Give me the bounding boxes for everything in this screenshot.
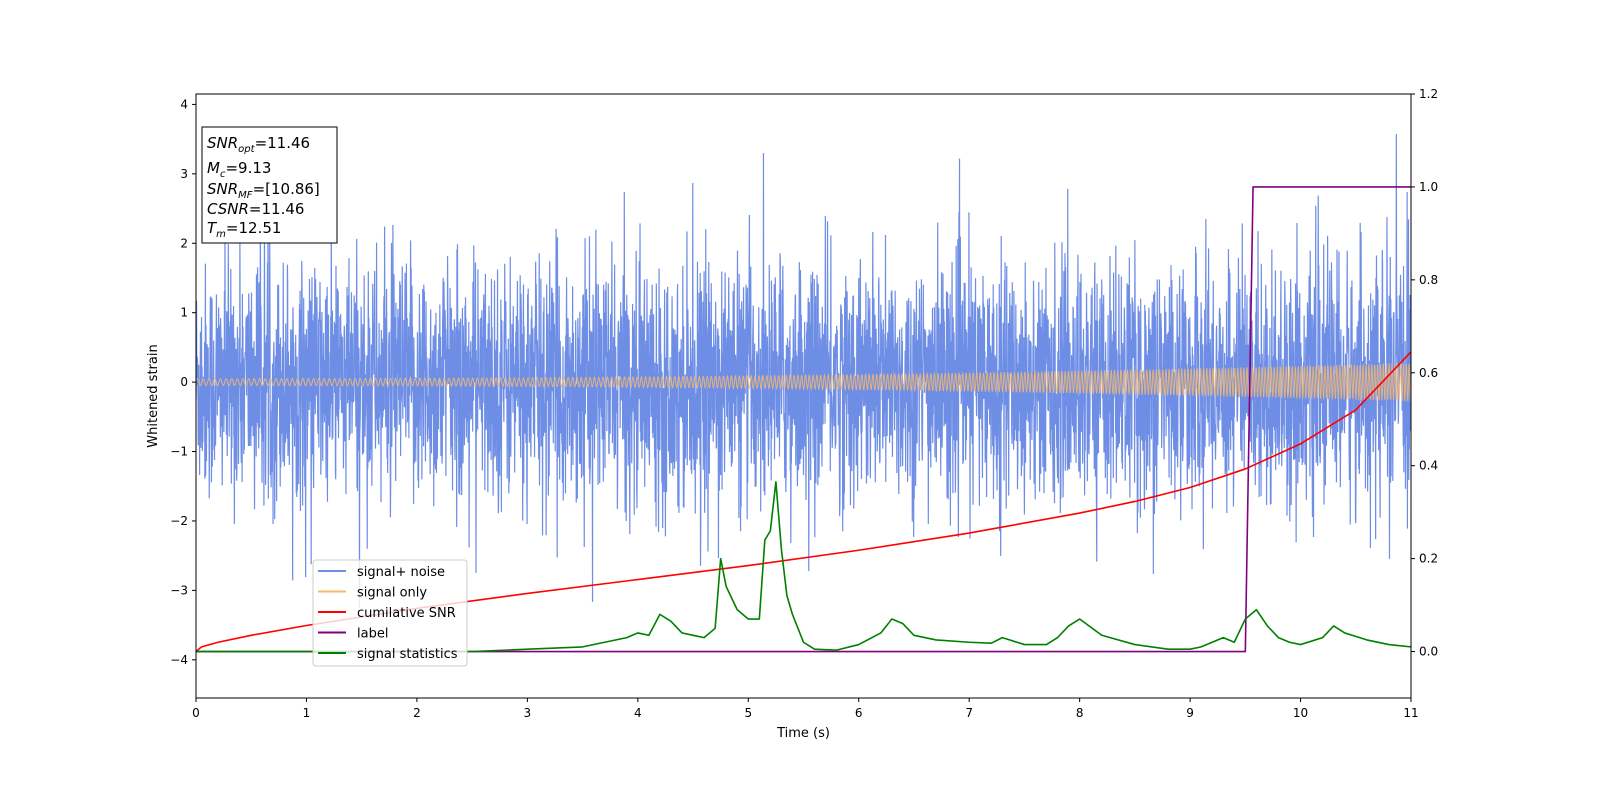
x-tick-label: 8 (1076, 706, 1084, 720)
x-tick-label: 3 (524, 706, 532, 720)
x-tick-label: 7 (965, 706, 973, 720)
y-tick-label: 3 (180, 167, 188, 181)
y2-tick-label: 0.8 (1419, 273, 1438, 287)
legend-label: signal only (357, 586, 427, 601)
legend-label: signal statistics (357, 647, 458, 662)
legend: signal+ noise signal only cumilative SNR la… (312, 559, 468, 667)
y-axis-right: 0.0 0.2 0.4 0.6 0.8 1.0 1.2 (1411, 87, 1438, 659)
plot-data-layer (196, 134, 1411, 653)
y2-tick-label: 0.6 (1419, 366, 1438, 380)
stats-annotation-box: SNRopt=11.46 Mc=9.13SNRMF=[10.86]CSNR=11.… (201, 126, 338, 244)
annotation-line: SNRopt=11.46 (207, 134, 310, 155)
y-tick-label: −3 (170, 583, 188, 597)
y-tick-label: −2 (170, 514, 188, 528)
series-label-line (196, 186, 1411, 653)
y2-tick-label: 0.4 (1419, 459, 1438, 473)
series-cumilative-snr-line (196, 351, 1411, 653)
y2-tick-label: 0.2 (1419, 552, 1438, 566)
x-tick-label: 5 (744, 706, 752, 720)
series-signal-only-line (196, 363, 1411, 402)
annotation-line: Tm=12.51 (207, 219, 281, 240)
annotation-line: SNRMF=[10.86] (207, 180, 320, 201)
x-tick-label: 2 (413, 706, 421, 720)
x-axis: 0 1 2 3 4 5 6 7 8 9 10 11 (192, 698, 1419, 720)
series-signal-noise-line (196, 134, 1411, 608)
y2-tick-label: 1.2 (1419, 87, 1438, 101)
x-tick-label: 0 (192, 706, 200, 720)
x-tick-label: 9 (1186, 706, 1194, 720)
series-signal-statistics-line (196, 481, 1411, 653)
y-tick-label: −4 (170, 653, 188, 667)
x-tick-label: 10 (1293, 706, 1308, 720)
legend-label: label (357, 627, 388, 642)
annotation-line: Mc=9.13 (207, 159, 271, 180)
y-tick-label: −1 (170, 445, 188, 459)
x-tick-label: 6 (855, 706, 863, 720)
y-tick-label: 0 (180, 375, 188, 389)
annotation-frame (201, 126, 338, 244)
y-tick-label: 2 (180, 236, 188, 250)
x-axis-label: Time (s) (776, 726, 830, 741)
legend-label: cumilative SNR (357, 606, 456, 621)
y2-tick-label: 1.0 (1419, 180, 1438, 194)
y-tick-label: 1 (180, 306, 188, 320)
x-tick-label: 4 (634, 706, 642, 720)
y-tick-label: 4 (180, 97, 188, 111)
annotation-line: CSNR=11.46 (207, 200, 304, 218)
legend-frame (312, 559, 468, 667)
y-axis-label: Whitened strain (146, 344, 161, 447)
plot-frame (195, 93, 1412, 699)
x-tick-label: 1 (303, 706, 311, 720)
legend-label: signal+ noise (357, 565, 445, 580)
y2-tick-label: 0.0 (1419, 645, 1438, 659)
y-axis-left: −4 −3 −2 −1 0 1 2 3 4 (170, 97, 196, 667)
x-tick-label: 11 (1403, 706, 1418, 720)
